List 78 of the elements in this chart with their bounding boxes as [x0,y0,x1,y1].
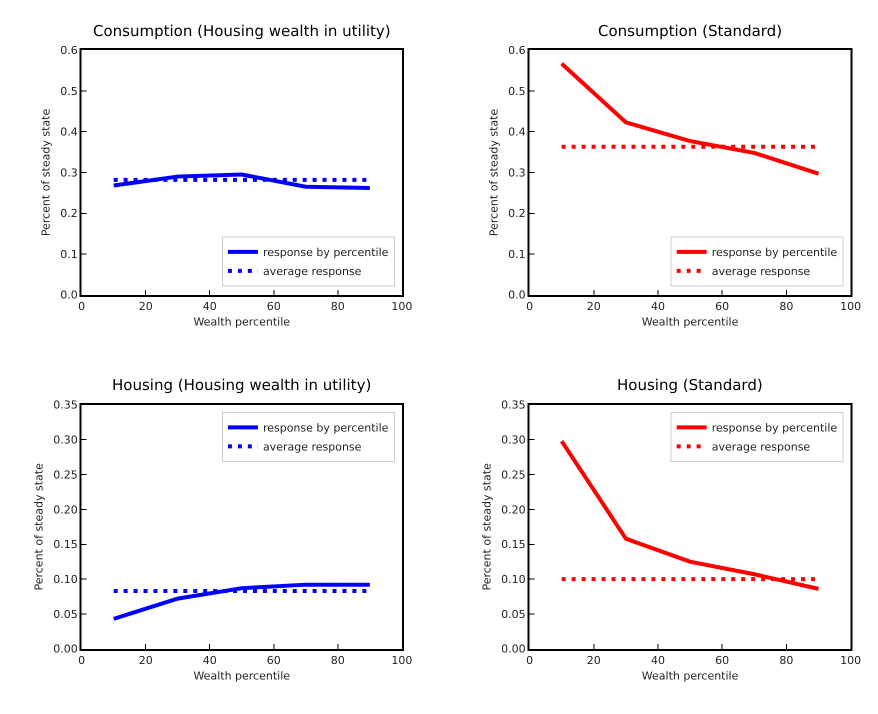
y-tick-label: 0.30 [501,434,526,447]
legend-label: response by percentile [712,246,838,260]
y-tick-label: 0.35 [501,398,526,412]
chart-title: Consumption (Housing wealth in utility) [93,22,391,40]
y-tick-label: 0.4 [60,126,78,139]
line-series [112,582,372,621]
x-tick-label: 80 [330,300,345,313]
y-tick-label: 0.20 [53,503,78,516]
y-tick-label: 0.5 [508,84,526,98]
y-tick-label: 0.10 [501,572,526,586]
y-tick-label: 0.30 [53,434,78,447]
x-tick-label: 100 [391,654,412,667]
legend-label: response by percentile [262,246,389,260]
x-axis-title: Wealth percentile [193,669,290,682]
legend-label: response by percentile [712,422,838,435]
x-tick-label: 0 [78,654,86,667]
x-tick-label: 20 [138,300,153,313]
legend-label: average response [262,440,362,454]
x-tick-label: 60 [266,300,281,313]
y-tick-label: 0.25 [53,468,78,482]
y-tick-label: 0.5 [60,84,78,98]
x-tick-label: 40 [202,300,217,313]
legend-label: average response [712,265,810,278]
x-axis-title: Wealth percentile [642,669,739,682]
y-tick-label: 0.20 [501,503,526,516]
y-tick-label: 0.3 [508,166,526,180]
y-tick-label: 0.1 [508,248,526,261]
y-tick-label: 0.6 [508,44,526,58]
chart-title: Housing (Standard) [617,376,763,394]
x-axis-title: Wealth percentile [642,315,739,328]
y-tick-label: 0.25 [501,468,526,482]
y-tick-label: 0.2 [60,207,78,220]
y-tick-label: 0.4 [508,126,526,139]
x-tick-label: 100 [840,654,862,667]
legend-label: average response [712,440,810,454]
x-tick-label: 20 [586,300,601,313]
y-tick-label: 0.1 [60,248,78,261]
y-tick-label: 0.35 [53,398,78,412]
line-series [560,62,820,176]
y-axis-title: Percent of steady state [487,108,500,236]
x-tick-label: 20 [138,654,153,667]
y-tick-label: 0.15 [53,538,78,552]
y-tick-label: 0.2 [508,207,526,220]
x-tick-label: 60 [715,654,730,667]
legend-label: response by percentile [262,422,389,435]
x-tick-label: 60 [715,300,730,313]
chart-title: Housing (Housing wealth in utility) [112,376,372,394]
y-tick-label: 0.0 [60,288,78,302]
x-tick-label: 0 [526,654,534,667]
x-tick-label: 80 [779,300,794,313]
y-tick-label: 0.0 [508,288,526,302]
y-tick-label: 0.00 [53,642,78,656]
x-tick-label: 40 [202,654,217,667]
y-axis-title: Percent of steady state [32,462,46,591]
legend-label: average response [262,265,362,278]
y-tick-label: 0.3 [60,166,78,180]
x-tick-label: 80 [779,654,794,667]
chart-title: Consumption (Standard) [598,22,782,40]
y-tick-label: 0.15 [501,538,526,552]
x-tick-label: 60 [266,654,281,667]
x-tick-label: 40 [650,300,665,313]
x-axis-title: Wealth percentile [193,315,290,328]
line-series [560,439,820,591]
x-tick-label: 0 [526,300,534,313]
x-tick-label: 100 [391,300,412,313]
x-tick-label: 20 [586,654,601,667]
x-tick-label: 0 [78,300,86,313]
x-tick-label: 40 [650,654,665,667]
y-axis-title: Percent of steady state [480,462,494,591]
y-axis-title: Percent of steady state [39,108,52,236]
x-tick-label: 80 [330,654,345,667]
y-tick-label: 0.05 [501,608,526,621]
x-tick-label: 100 [840,300,862,313]
y-tick-label: 0.10 [53,572,78,586]
y-tick-label: 0.6 [60,44,78,58]
y-tick-label: 0.00 [501,642,526,656]
y-tick-label: 0.05 [53,608,78,621]
line-series [112,172,372,190]
